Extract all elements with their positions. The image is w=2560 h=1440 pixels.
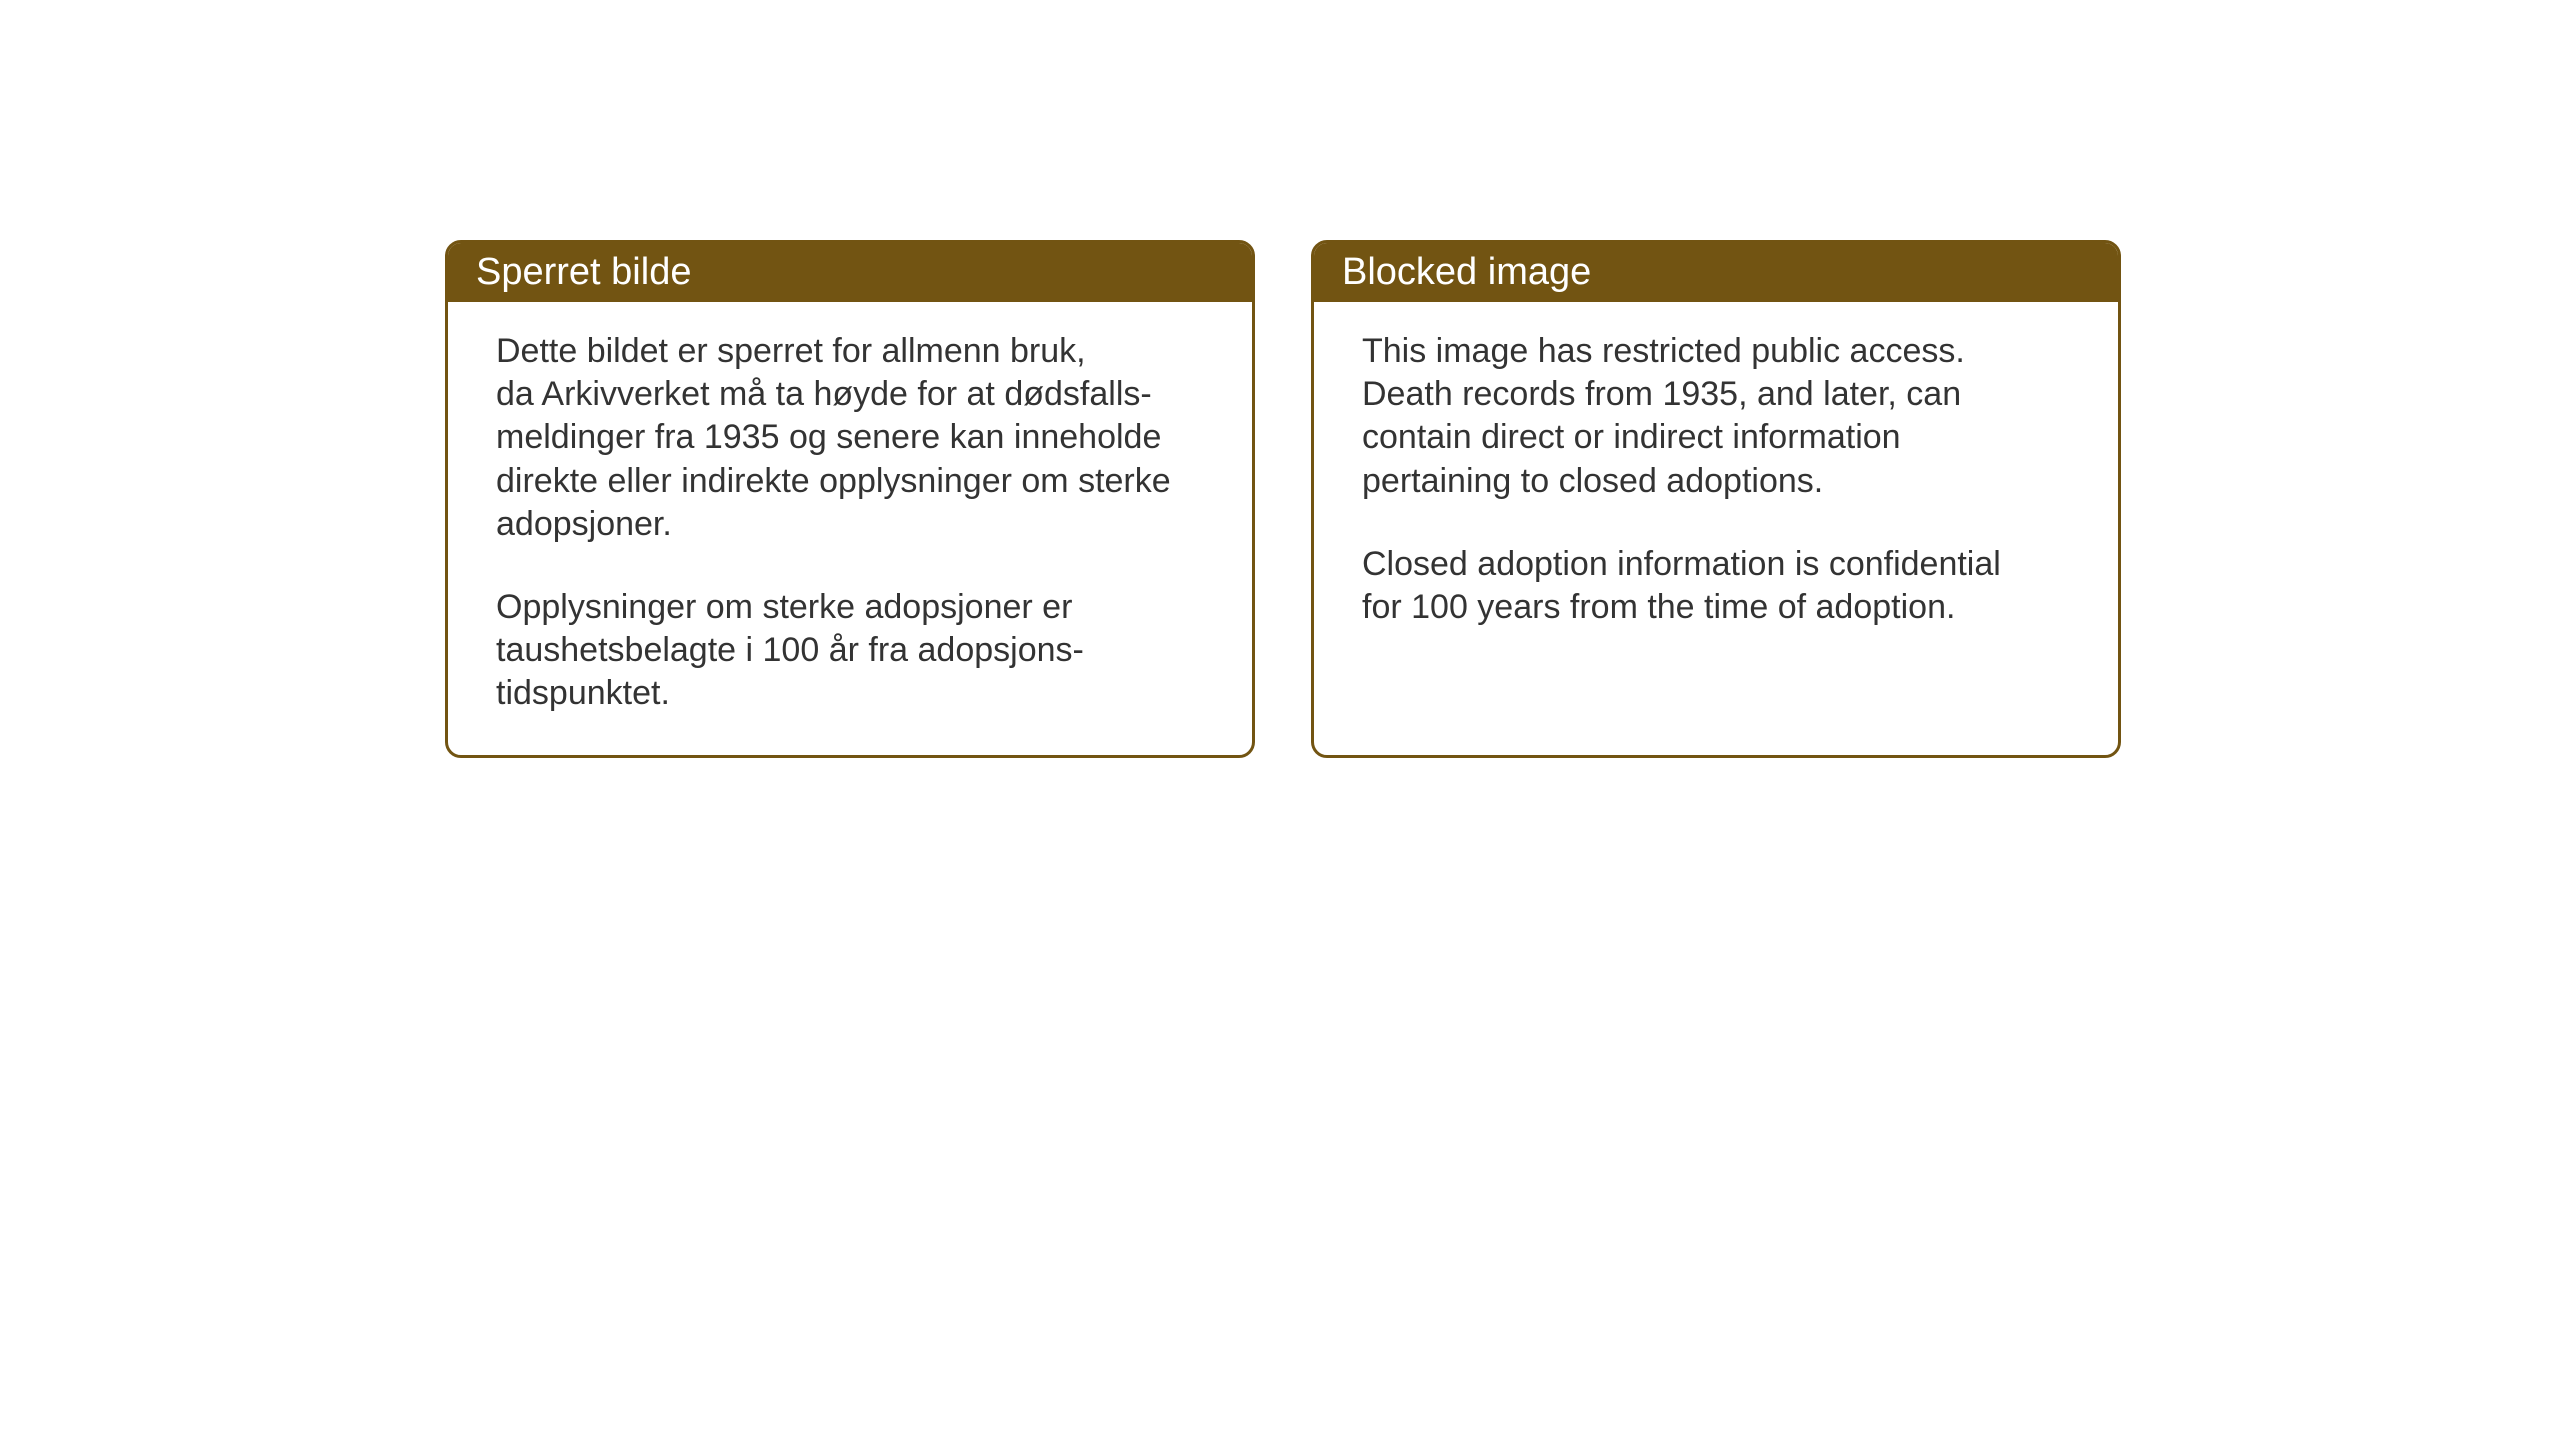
- text-line: for 100 years from the time of adoption.: [1362, 588, 1955, 626]
- panel-norwegian: Sperret bilde Dette bildet er sperret fo…: [445, 240, 1255, 758]
- text-line: tidspunktet.: [496, 674, 670, 712]
- paragraph-2-english: Closed adoption information is confident…: [1362, 543, 2070, 629]
- text-line: contain direct or indirect information: [1362, 418, 1901, 456]
- text-line: da Arkivverket må ta høyde for at dødsfa…: [496, 375, 1152, 413]
- panel-english: Blocked image This image has restricted …: [1311, 240, 2121, 758]
- text-line: This image has restricted public access.: [1362, 332, 1965, 370]
- text-line: Closed adoption information is confident…: [1362, 545, 2001, 583]
- paragraph-1-english: This image has restricted public access.…: [1362, 330, 2070, 503]
- text-line: Dette bildet er sperret for allmenn bruk…: [496, 332, 1086, 370]
- panel-title-english: Blocked image: [1342, 251, 1591, 293]
- text-line: adopsjoner.: [496, 505, 672, 543]
- panel-header-norwegian: Sperret bilde: [448, 243, 1252, 302]
- panel-header-english: Blocked image: [1314, 243, 2118, 302]
- text-line: meldinger fra 1935 og senere kan innehol…: [496, 418, 1161, 456]
- text-line: Death records from 1935, and later, can: [1362, 375, 1961, 413]
- notice-container: Sperret bilde Dette bildet er sperret fo…: [445, 240, 2121, 758]
- text-line: Opplysninger om sterke adopsjoner er: [496, 588, 1072, 626]
- panel-body-norwegian: Dette bildet er sperret for allmenn bruk…: [448, 302, 1252, 755]
- panel-body-english: This image has restricted public access.…: [1314, 302, 2118, 669]
- text-line: direkte eller indirekte opplysninger om …: [496, 462, 1171, 500]
- text-line: taushetsbelagte i 100 år fra adopsjons-: [496, 631, 1084, 669]
- paragraph-2-norwegian: Opplysninger om sterke adopsjoner er tau…: [496, 586, 1204, 716]
- panel-title-norwegian: Sperret bilde: [476, 251, 691, 293]
- paragraph-1-norwegian: Dette bildet er sperret for allmenn bruk…: [496, 330, 1204, 546]
- text-line: pertaining to closed adoptions.: [1362, 462, 1823, 500]
